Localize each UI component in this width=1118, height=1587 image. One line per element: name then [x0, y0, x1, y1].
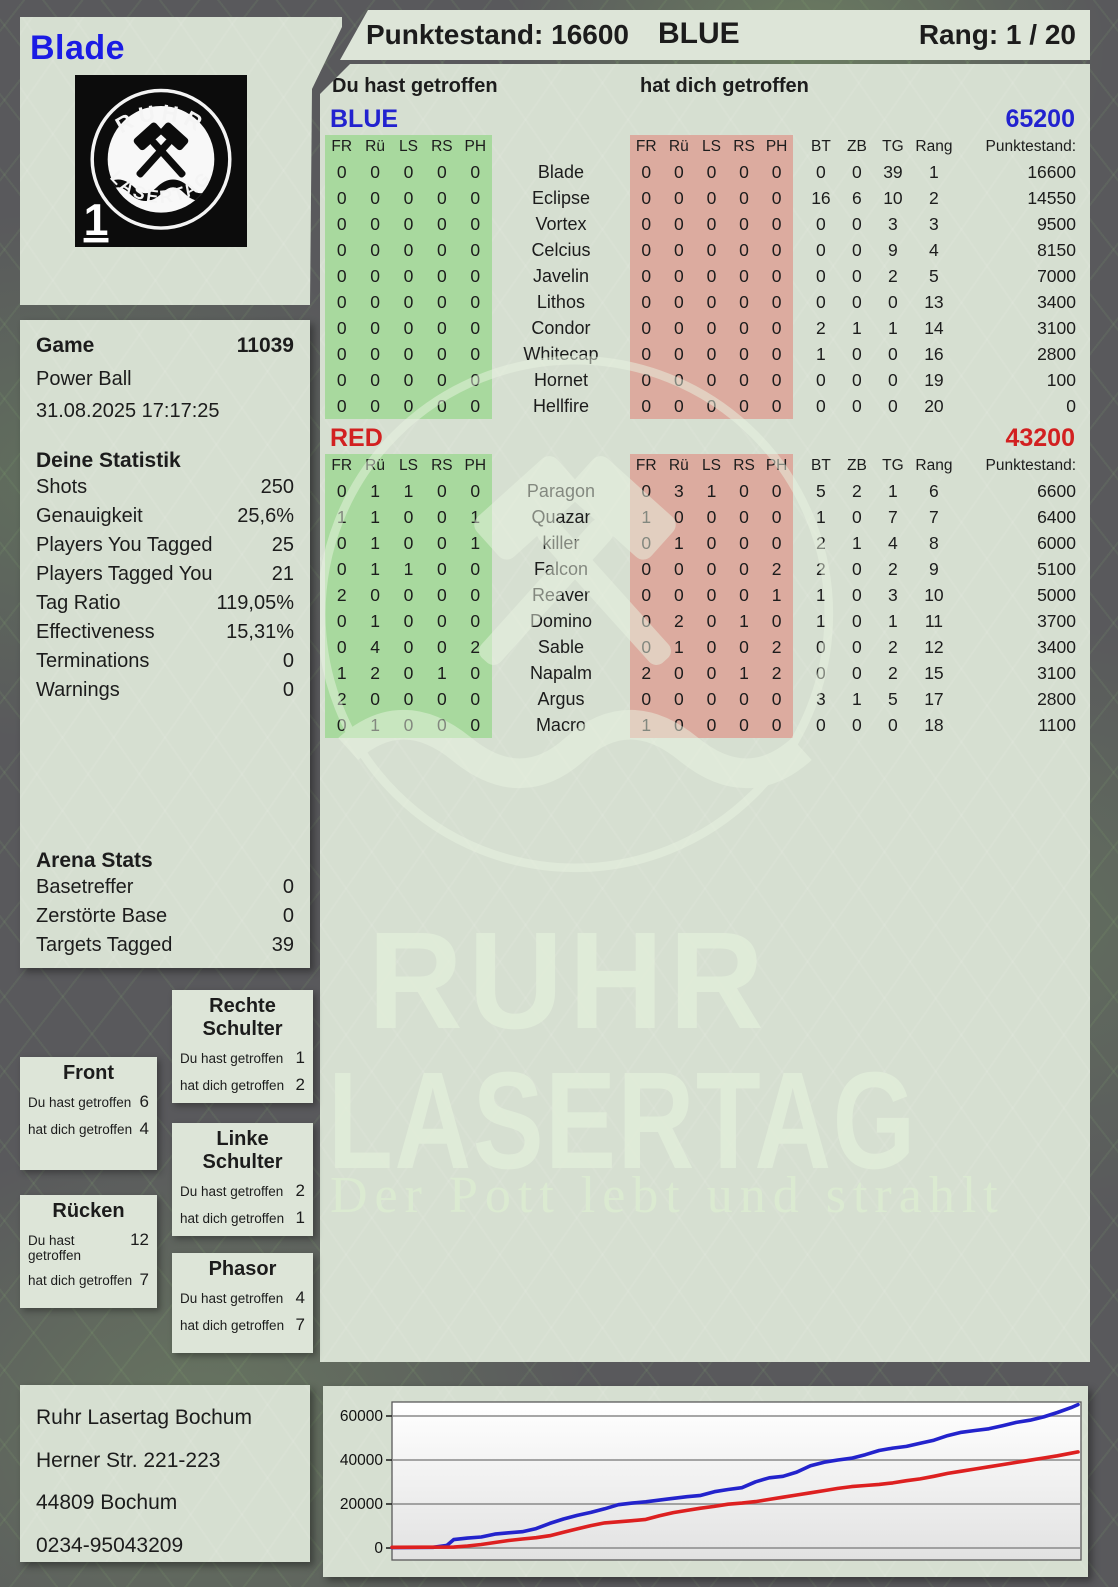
player-row: 0 1 0 0 1 killer 0 1 0 0 0 2 1 4 8 6000	[325, 530, 1082, 556]
player-row: 0 0 0 0 0 Javelin 0 0 0 0 0 0 0 2 5 7000	[325, 263, 1082, 289]
player-row: 2 0 0 0 0 Argus 0 0 0 0 0 3 1 5 17 2800	[325, 686, 1082, 712]
red-score-line	[390, 1450, 1080, 1550]
your-stats-title: Deine Statistik	[36, 449, 181, 472]
player-panel: Blade RUHR LASE	[20, 17, 342, 305]
stat-row: Terminations 0	[36, 650, 294, 672]
arena-stats-title: Arena Stats	[36, 849, 153, 872]
game-row: Game 11039	[36, 334, 294, 358]
label-you-hit: Du hast getroffen	[332, 75, 498, 97]
game-number: 11039	[236, 334, 294, 357]
bodypart-box-phasor: Phasor Du hast getroffen 4 hat dich getro…	[172, 1253, 313, 1353]
venue-name: Ruhr Lasertag Bochum	[36, 1406, 252, 1429]
player-row: 0 1 1 0 0 Falcon 0 0 0 0 2 2 0 2 9 5100	[325, 556, 1082, 582]
player-row: 0 0 0 0 0 Hellfire 0 0 0 0 0 0 0 0 20 0	[325, 393, 1082, 419]
column-header-row: FR Rü LS RS PH FR Rü LS RS PH BT ZB TG Rang Punktestan…	[325, 135, 1082, 159]
stat-row: Warnings 0	[36, 679, 294, 701]
stat-row: Genauigkeit 25,6%	[36, 505, 294, 527]
player-row: 0 0 0 0 0 Lithos 0 0 0 0 0 0 0 0 13 3400	[325, 289, 1082, 315]
stat-row: Targets Tagged 39	[36, 934, 294, 956]
stat-row: Tag Ratio 119,05%	[36, 592, 294, 614]
player-row: 0 0 0 0 0 Celcius 0 0 0 0 0 0 0 9 4 8150	[325, 237, 1082, 263]
column-header-row: FR Rü LS RS PH FR Rü LS RS PH BT ZB TG Rang Punktestan…	[325, 454, 1082, 478]
stat-row: Shots 250	[36, 476, 294, 498]
watermark-line1: RUHR	[368, 904, 770, 1058]
stat-row: Basetreffer 0	[36, 876, 294, 898]
stat-row: Players Tagged You 21	[36, 563, 294, 585]
venue-street: Herner Str. 221-223	[36, 1448, 221, 1472]
bodypart-box-right-shoulder: Rechte Schulter Du hast getroffen 1 hat d…	[172, 990, 313, 1103]
stat-row: Effectiveness 15,31%	[36, 621, 294, 643]
score-chart-panel: 0 20000 40000 60000	[323, 1386, 1088, 1577]
player-row: 0 1 1 0 0 Paragon 0 3 1 0 0 5 2 1 6 6600	[325, 478, 1082, 504]
arena-stats-rows: Basetreffer 0 Zerstörte Base 0 Targets Tagge…	[36, 873, 294, 960]
bodypart-box-back: Rücken Du hast getroffen 12 hat dich getr…	[20, 1195, 157, 1308]
stat-row: Players You Tagged 25	[36, 534, 294, 556]
club-logo: RUHR LASERTAG 1	[75, 75, 247, 247]
team-tables: BLUE 65200 FR Rü LS RS PH FR Rü LS RS PH BT ZB TG Rang P…	[325, 104, 1082, 738]
player-row: 0 0 0 0 0 Eclipse 0 0 0 0 0 16 6 10 2 14550	[325, 185, 1082, 211]
score-progression-chart: 0 20000 40000 60000	[340, 1401, 1082, 1561]
venue-address-panel: Ruhr Lasertag Bochum Herner Str. 221-223…	[20, 1385, 310, 1562]
label-hit-you: hat dich getroffen	[640, 75, 809, 97]
watermark-line2: LASERTAG	[328, 1044, 917, 1198]
svg-text:40000: 40000	[340, 1452, 383, 1469]
player-row: 1 1 0 0 1 Quazar 1 0 0 0 0 1 0 7 7 6400	[325, 504, 1082, 530]
team-table-red: RED 43200 FR Rü LS RS PH FR Rü LS RS PH BT ZB TG Rang Pu…	[325, 423, 1082, 738]
player-row: 0 0 0 0 0 Condor 0 0 0 0 0 2 1 1 14 3100	[325, 315, 1082, 341]
player-name: Blade	[30, 29, 126, 67]
player-row: 0 0 0 0 0 Blade 0 0 0 0 0 0 0 39 1 16600	[325, 159, 1082, 185]
header-team: BLUE	[658, 17, 740, 50]
team-table-blue: BLUE 65200 FR Rü LS RS PH FR Rü LS RS PH BT ZB TG Rang P…	[325, 104, 1082, 419]
player-row: 0 4 0 0 2 Sable 0 1 0 0 2 0 0 2 12 3400	[325, 634, 1082, 660]
watermark-slogan: Der Pott lebt und strahlt	[330, 1167, 1005, 1224]
svg-text:20000: 20000	[340, 1496, 383, 1513]
game-label: Game	[36, 334, 95, 357]
main-results-panel: Du hast getroffen hat dich getroffen BLU…	[320, 64, 1090, 1362]
your-stats-rows: Shots 250 Genauigkeit 25,6% Players You Tagg…	[36, 473, 294, 705]
player-row: 0 0 0 0 0 Whitecap 0 0 0 0 0 1 0 0 16 2800	[325, 341, 1082, 367]
svg-text:0: 0	[374, 1540, 383, 1557]
player-row: 0 0 0 0 0 Vortex 0 0 0 0 0 0 0 3 3 9500	[325, 211, 1082, 237]
bodypart-box-front: Front Du hast getroffen 6 hat dich getrof…	[20, 1057, 157, 1170]
header-score: Punktestand: 16600	[366, 19, 629, 50]
game-mode: Power Ball	[36, 368, 132, 390]
player-row: 0 1 0 0 0 Domino 0 2 0 1 0 1 0 1 11 3700	[325, 608, 1082, 634]
player-row: 0 0 0 0 0 Hornet 0 0 0 0 0 0 0 0 19 100	[325, 367, 1082, 393]
pack-number: 1	[84, 196, 109, 245]
team-header: BLUE 65200	[330, 105, 1075, 133]
venue-city: 44809 Bochum	[36, 1491, 178, 1514]
header-rank: Rang: 1 / 20	[918, 19, 1076, 50]
stats-panel: Game 11039 Power Ball 31.08.2025 17:17:2…	[20, 320, 310, 968]
venue-phone: 0234-95043209	[36, 1533, 184, 1557]
game-datetime: 31.08.2025 17:17:25	[36, 400, 220, 422]
player-row: 2 0 0 0 0 Reaver 0 0 0 0 1 1 0 3 10 5000	[325, 582, 1082, 608]
header-bar: Punktestand: 16600 BLUE Rang: 1 / 20	[340, 10, 1090, 60]
bodypart-box-left-shoulder: Linke Schulter Du hast getroffen 2 hat di…	[172, 1123, 313, 1236]
team-header: RED 43200	[330, 424, 1075, 452]
blue-score-line	[390, 1402, 1080, 1550]
stat-row: Zerstörte Base 0	[36, 905, 294, 927]
player-row: 0 1 0 0 0 Macro 1 0 0 0 0 0 0 0 18 1100	[325, 712, 1082, 738]
svg-text:60000: 60000	[340, 1408, 383, 1425]
player-row: 1 2 0 1 0 Napalm 2 0 0 1 2 0 0 2 15 3100	[325, 660, 1082, 686]
